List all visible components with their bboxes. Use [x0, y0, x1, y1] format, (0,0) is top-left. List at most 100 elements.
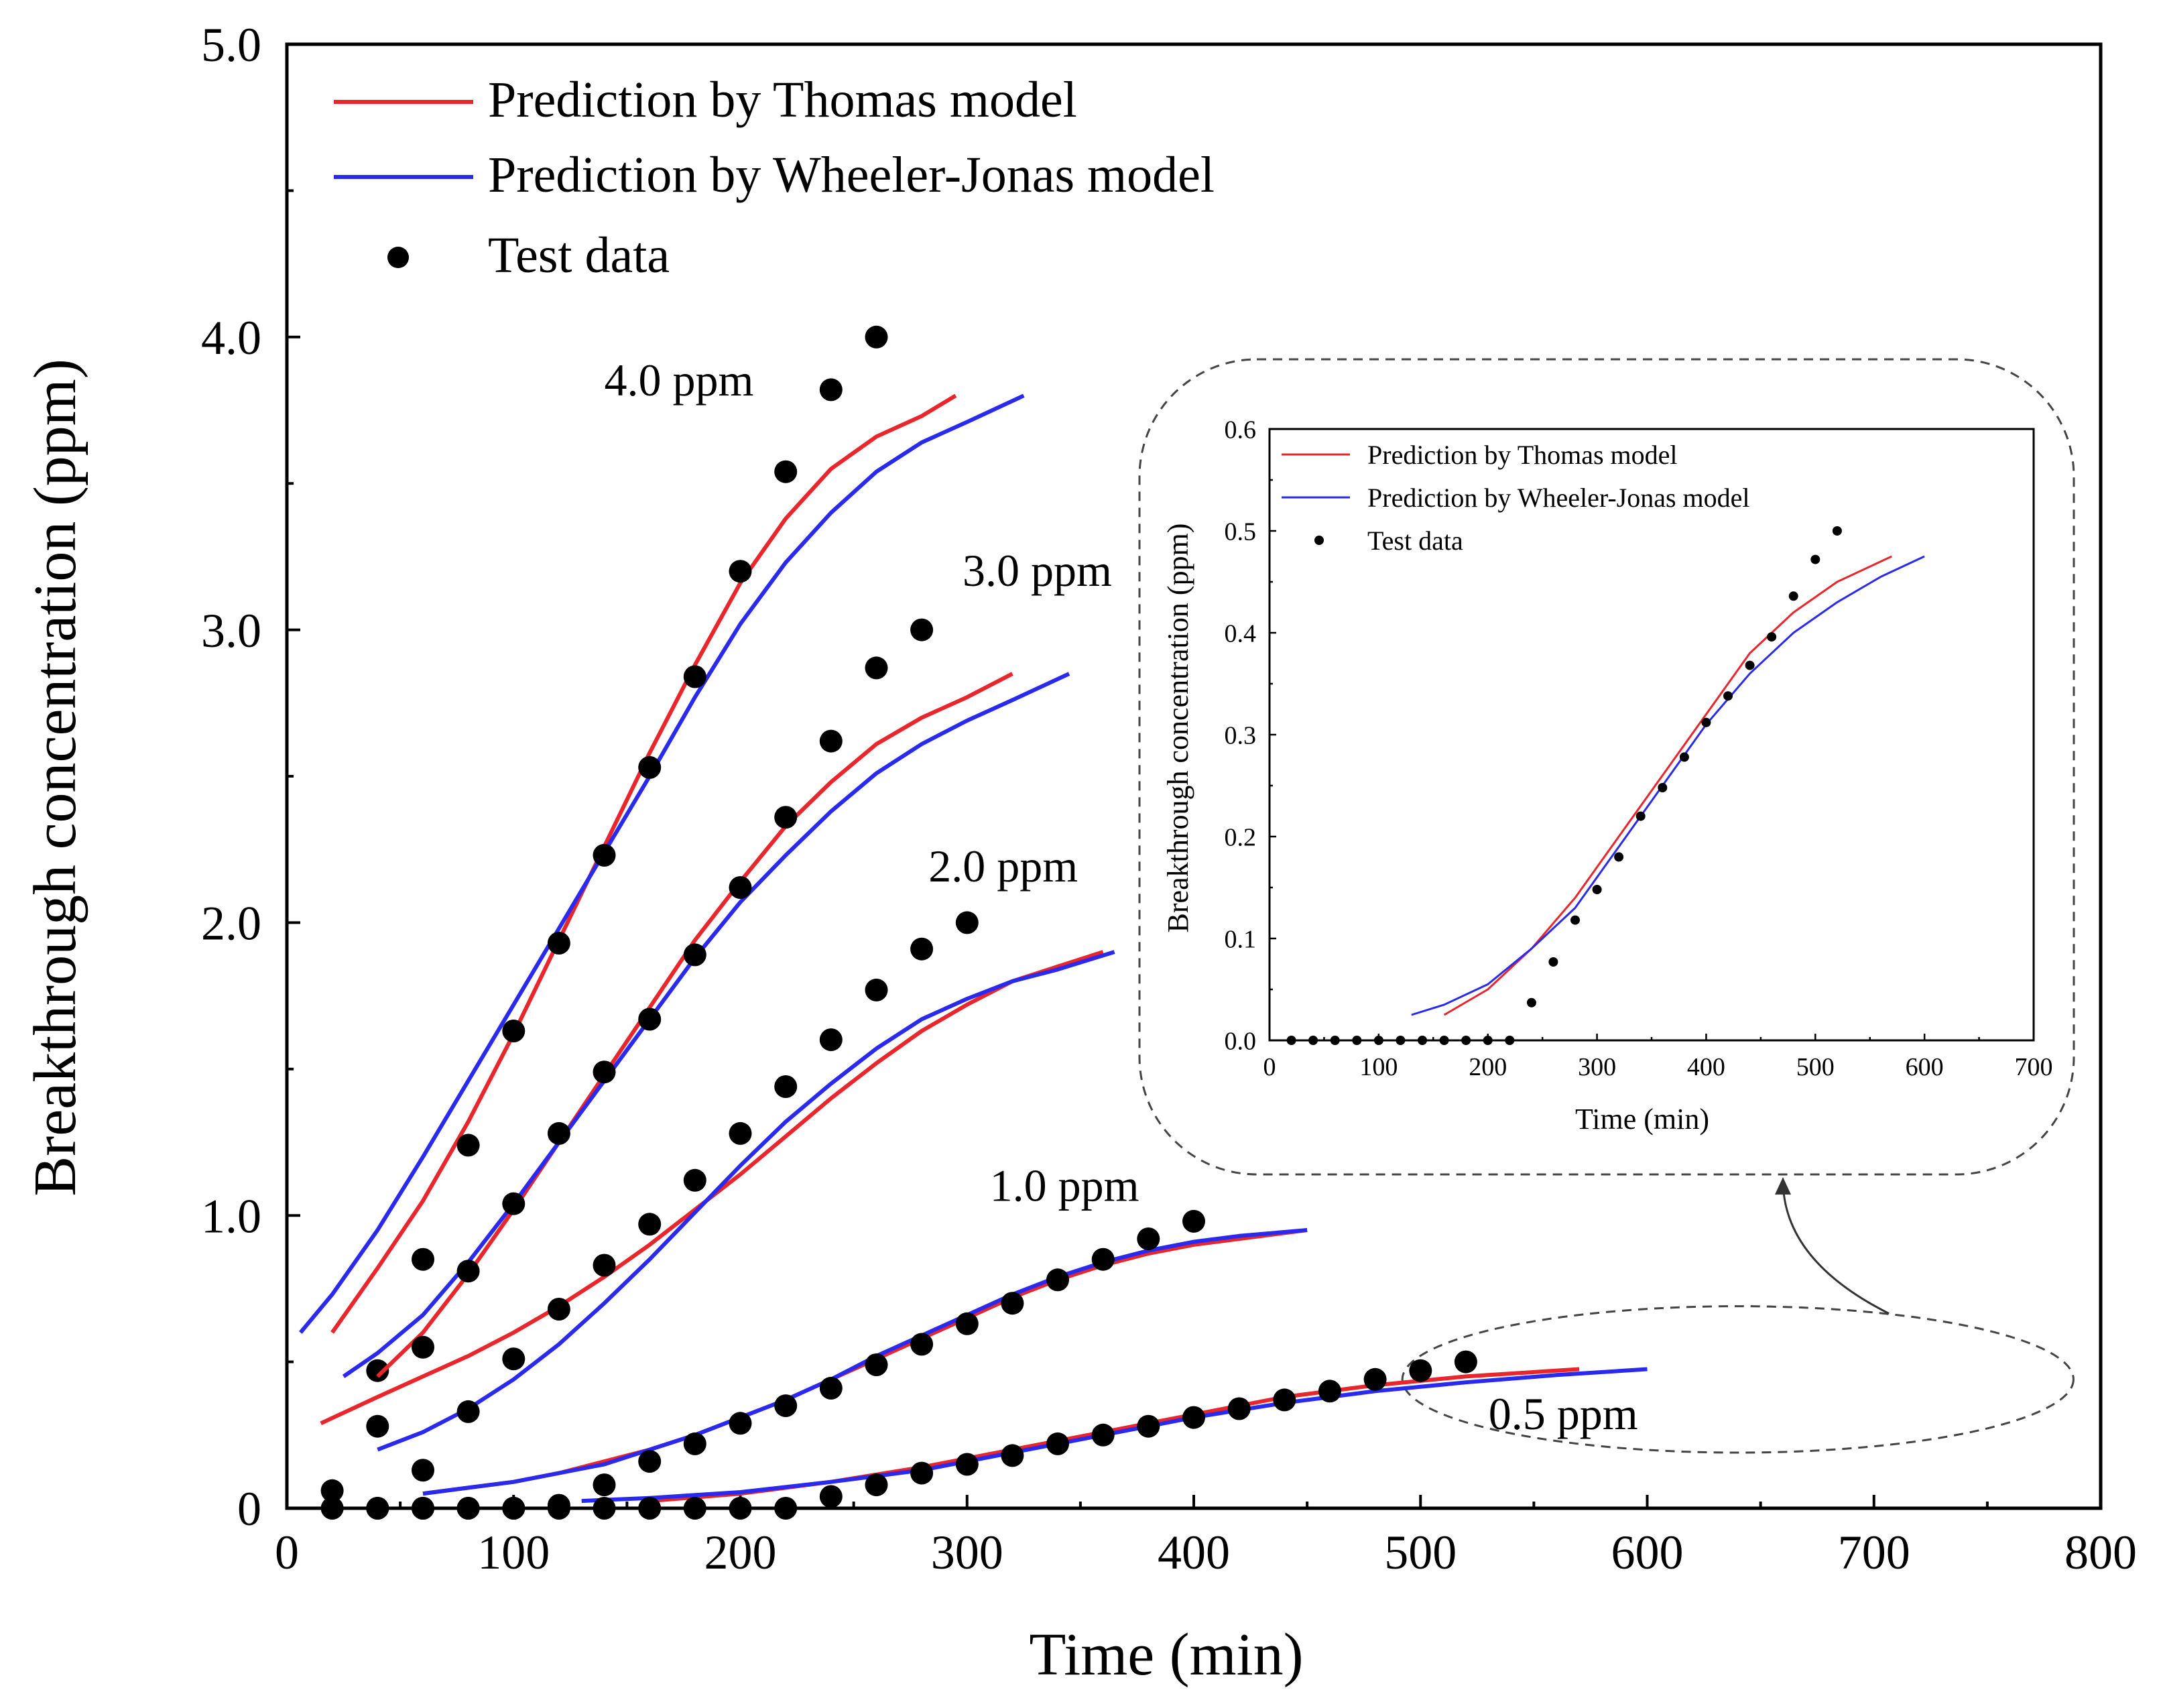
main-point-test-3-0-ppm	[366, 1414, 389, 1438]
main-point-test-2-0-ppm	[729, 1121, 752, 1145]
main-point-test-4-0-ppm	[683, 665, 706, 688]
main-y-tick-label: 3.0	[201, 604, 261, 658]
main-point-test-0-5-ppm	[502, 1497, 526, 1520]
main-point-test-0-5-ppm	[1363, 1367, 1387, 1391]
main-point-test-2-0-ppm	[819, 1028, 843, 1052]
main-point-test-4-0-ppm	[502, 1020, 526, 1042]
inset-point-test-0-5-ppm	[1570, 915, 1580, 925]
inset-point-test-0-5-ppm	[1396, 1036, 1406, 1045]
legend-thomas-label: Prediction by Thomas model	[488, 72, 1077, 128]
main-point-test-3-0-ppm	[593, 1060, 616, 1084]
main-point-test-0-5-ppm	[1091, 1423, 1115, 1447]
main-point-test-4-0-ppm	[320, 1479, 344, 1502]
inset-dashed-border	[1138, 358, 2075, 1176]
inset-point-test-0-5-ppm	[1373, 1036, 1383, 1045]
main-point-test-0-5-ppm	[412, 1497, 434, 1520]
main-point-test-0-5-ppm	[910, 1461, 934, 1485]
main-point-test-3-0-ppm	[910, 618, 934, 642]
inset-point-test-0-5-ppm	[1701, 717, 1711, 727]
inset-point-test-0-5-ppm	[1767, 632, 1777, 642]
main-point-test-0-5-ppm	[366, 1497, 389, 1520]
main-point-test-3-0-ppm	[729, 876, 752, 899]
inset-x-tick-label: 600	[1906, 1053, 1944, 1081]
inset-legend-test-data-marker	[1314, 536, 1324, 545]
main-point-test-3-0-ppm	[502, 1192, 526, 1215]
main-x-tick-label: 500	[1384, 1526, 1457, 1579]
main-point-test-4-0-ppm	[819, 378, 843, 402]
main-point-test-4-0-ppm	[638, 755, 662, 779]
main-point-test-0-5-ppm	[1318, 1380, 1341, 1403]
inset-y-axis-title: Breakthrough concentration (ppm)	[1162, 524, 1194, 933]
main-point-test-1-0-ppm	[955, 1312, 979, 1335]
main-point-test-0-5-ppm	[1227, 1397, 1251, 1420]
main-point-test-2-0-ppm	[683, 1168, 706, 1192]
main-point-test-0-5-ppm	[1409, 1359, 1432, 1382]
inset-x-tick-label: 500	[1796, 1053, 1835, 1081]
main-point-test-2-0-ppm	[955, 911, 979, 934]
main-point-test-0-5-ppm	[865, 1473, 888, 1497]
main-point-test-1-0-ppm	[1046, 1268, 1069, 1292]
inset-point-test-0-5-ppm	[1308, 1036, 1318, 1045]
main-point-test-4-0-ppm	[456, 1134, 480, 1157]
main-point-test-3-0-ppm	[412, 1335, 434, 1359]
callout-group	[1401, 1177, 2075, 1454]
inset-point-test-0-5-ppm	[1679, 752, 1689, 762]
legend-test-data-marker	[387, 247, 409, 268]
inset-x-tick-label: 700	[2015, 1053, 2053, 1081]
inset-point-test-0-5-ppm	[1286, 1036, 1296, 1045]
inset-x-tick-label: 400	[1687, 1053, 1725, 1081]
inset-legend: Prediction by Thomas model Prediction by…	[1282, 440, 1750, 556]
series-label: 2.0 ppm	[928, 841, 1078, 892]
inset-point-test-0-5-ppm	[1461, 1036, 1471, 1045]
main-point-test-2-0-ppm	[638, 1213, 662, 1236]
main-point-test-0-5-ppm	[1001, 1444, 1024, 1467]
main-point-test-0-5-ppm	[1273, 1388, 1296, 1412]
main-point-test-2-0-ppm	[774, 1075, 798, 1098]
main-point-test-3-0-ppm	[774, 806, 798, 829]
inset-x-tick-label: 100	[1359, 1053, 1398, 1081]
main-point-test-3-0-ppm	[456, 1260, 480, 1283]
main-point-test-0-5-ppm	[1454, 1350, 1477, 1374]
callout-ellipse	[1401, 1305, 2075, 1454]
inset-x-axis-title: Time (min)	[1575, 1103, 1709, 1136]
main-point-test-0-5-ppm	[456, 1497, 480, 1520]
series-label: 1.0 ppm	[990, 1160, 1139, 1211]
inset-point-test-0-5-ppm	[1418, 1036, 1427, 1045]
inset-chart: 0 100 200 300 400 500 600 700 0.0 0.1 0.2 0.3 0.4 0.5…	[1138, 358, 2075, 1176]
main-x-tick-label: 0	[275, 1526, 299, 1579]
inset-series	[1286, 526, 1925, 1045]
inset-legend-test-data-label: Test data	[1367, 526, 1463, 556]
inset-point-test-0-5-ppm	[1505, 1036, 1515, 1045]
main-point-test-1-0-ppm	[1182, 1209, 1205, 1233]
main-point-test-1-0-ppm	[774, 1394, 798, 1418]
main-y-tick-label: 4.0	[201, 311, 261, 365]
main-point-test-3-0-ppm	[865, 656, 888, 680]
series-label: 4.0 ppm	[605, 355, 754, 406]
series-label: 0.5 ppm	[1489, 1388, 1638, 1439]
inset-y-tick-label: 0.4	[1225, 619, 1257, 648]
main-point-test-0-5-ppm	[774, 1497, 798, 1520]
main-point-test-1-0-ppm	[683, 1432, 706, 1455]
main-point-test-4-0-ppm	[547, 932, 570, 955]
main-y-tick-label: 5.0	[201, 18, 261, 72]
callout-connector	[1782, 1179, 1890, 1315]
main-x-tick-label: 700	[1838, 1526, 1910, 1579]
main-point-test-3-0-ppm	[638, 1008, 662, 1031]
main-point-test-2-0-ppm	[865, 978, 888, 1001]
legend-test-data-label: Test data	[488, 227, 670, 284]
main-ticks: 0 100 200 300 400 500 600 700 800 0 1.0 2.0 3.0 4.0 5.…	[201, 18, 2137, 1579]
inset-y-tick-label: 0.5	[1225, 517, 1257, 546]
inset-point-test-0-5-ppm	[1526, 997, 1536, 1008]
inset-point-test-0-5-ppm	[1614, 852, 1624, 862]
inset-y-tick-label: 0.2	[1225, 823, 1257, 851]
main-x-axis-title: Time (min)	[1029, 1622, 1303, 1688]
inset-point-test-0-5-ppm	[1745, 660, 1755, 670]
main-point-test-4-0-ppm	[865, 325, 888, 349]
inset-y-tick-label: 0.6	[1225, 416, 1257, 444]
inset-ticks: 0 100 200 300 400 500 600 700 0.0 0.1 0.2 0.3 0.4 0.5…	[1225, 416, 2053, 1081]
main-point-test-4-0-ppm	[774, 460, 798, 483]
main-x-tick-label: 400	[1158, 1526, 1230, 1579]
inset-legend-thomas-label: Prediction by Thomas model	[1367, 440, 1678, 470]
main-point-test-2-0-ppm	[456, 1400, 480, 1423]
main-point-test-2-0-ppm	[910, 937, 934, 961]
